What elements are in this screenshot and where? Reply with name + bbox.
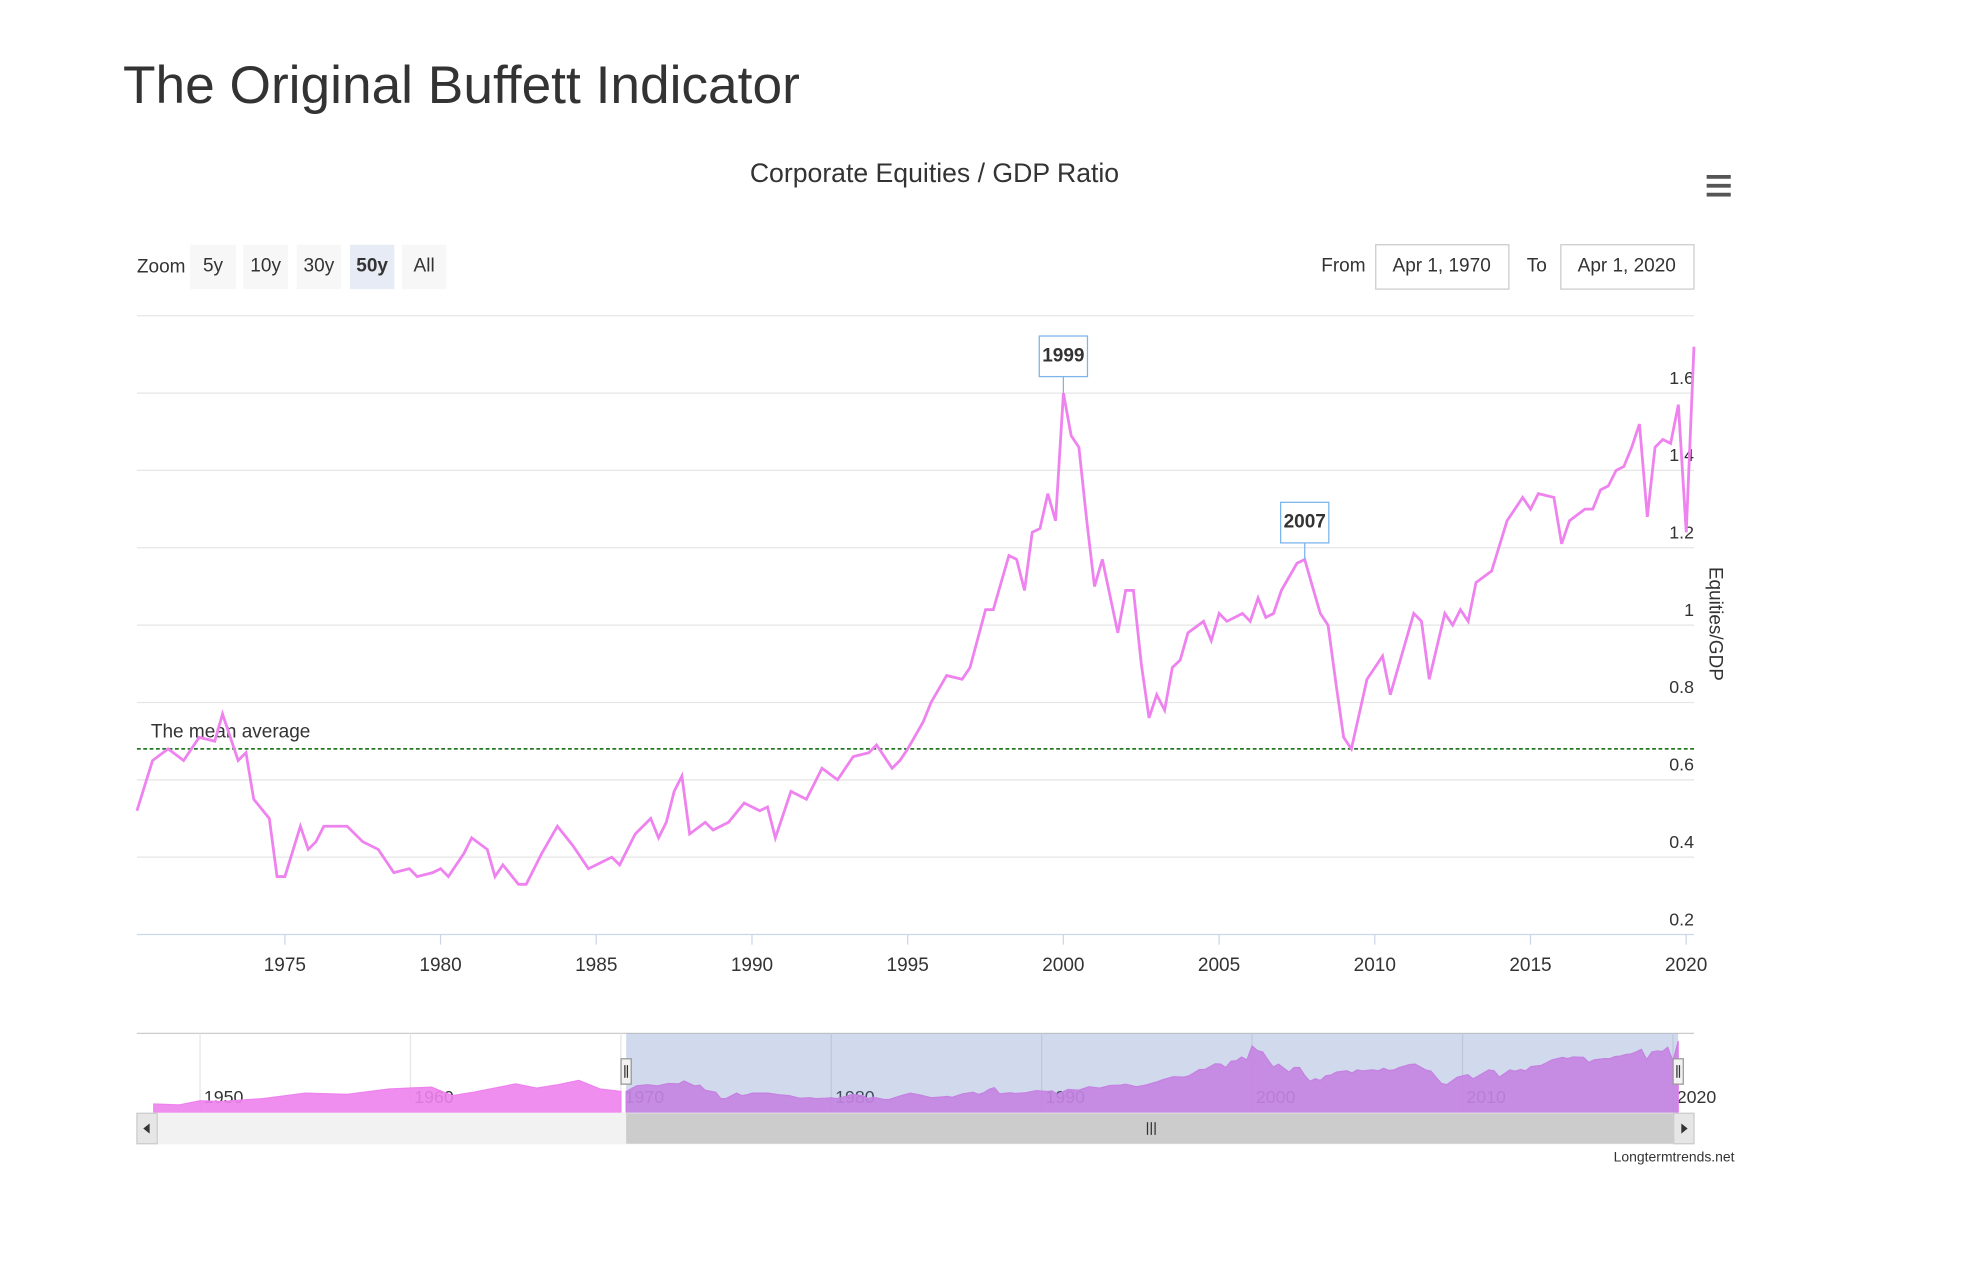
scroll-right-arrow <box>1681 1123 1688 1134</box>
annotation-label: 2007 <box>1284 512 1326 533</box>
zoom-button-label[interactable]: 30y <box>304 255 335 276</box>
annotation-box <box>1038 335 1089 378</box>
zoom-button[interactable] <box>401 244 447 290</box>
annotation-label: 1999 <box>1042 345 1084 366</box>
menu-icon[interactable] <box>1706 174 1731 197</box>
y-tick-label: 0.2 <box>1669 909 1694 929</box>
y-tick-label: 1.6 <box>1669 368 1694 388</box>
y-tick-label: 0.6 <box>1669 755 1694 775</box>
zoom-button-label[interactable]: 50y <box>356 255 388 276</box>
x-tick-label: 1985 <box>575 955 617 976</box>
navigator-handle[interactable] <box>620 1058 632 1085</box>
zoom-button[interactable] <box>349 244 395 290</box>
y-tick-label: 1 <box>1684 600 1694 620</box>
scroll-left-arrow <box>143 1123 150 1134</box>
navigator-area-early <box>153 1079 622 1114</box>
menu-bar[interactable] <box>1706 192 1731 197</box>
y-tick-label: 0.4 <box>1669 832 1694 852</box>
menu-bar[interactable] <box>1706 174 1731 179</box>
zoom-button-label[interactable]: 10y <box>250 255 281 276</box>
zoom-button[interactable] <box>243 244 288 290</box>
x-tick-label: 1975 <box>264 955 306 976</box>
mean-line-label: The mean average <box>151 721 310 742</box>
zoom-button[interactable] <box>190 244 236 290</box>
data-line <box>135 346 1696 886</box>
x-tick-label: 1980 <box>419 955 461 976</box>
annotation-box <box>1279 501 1330 544</box>
x-tick-label: 2015 <box>1509 955 1551 976</box>
from-input[interactable] <box>1375 244 1510 290</box>
navigator-tick-label: 2020 <box>1677 1087 1717 1107</box>
x-tick-label: 2000 <box>1042 955 1084 976</box>
y-axis-title: Equities/GDP <box>1704 567 1725 681</box>
page-title: The Original Buffett Indicator <box>123 56 800 115</box>
from-label: From <box>1321 255 1365 276</box>
credit[interactable]: Longtermtrends.net <box>1614 1148 1735 1164</box>
zoom-button-label[interactable]: All <box>414 255 435 276</box>
from-value[interactable]: Apr 1, 1970 <box>1393 255 1491 276</box>
x-tick-label: 2020 <box>1665 955 1707 976</box>
x-tick-label: 2005 <box>1198 955 1240 976</box>
navigator-selection <box>626 1033 1679 1114</box>
y-tick-label: 1.2 <box>1669 523 1694 543</box>
to-value[interactable]: Apr 1, 2020 <box>1578 255 1676 276</box>
zoom-label: Zoom <box>137 257 186 278</box>
to-input[interactable] <box>1560 244 1695 290</box>
x-tick-label: 2010 <box>1354 955 1396 976</box>
y-tick-label: 0.8 <box>1669 677 1694 697</box>
menu-bar[interactable] <box>1706 183 1731 188</box>
scrollbar-thumb[interactable] <box>626 1113 1679 1144</box>
to-label: To <box>1527 255 1547 276</box>
navigator-handle[interactable] <box>1672 1058 1684 1085</box>
x-tick-label: 1990 <box>731 955 773 976</box>
x-tick-label: 1995 <box>887 955 929 976</box>
chart-title: Corporate Equities / GDP Ratio <box>750 158 1119 188</box>
zoom-button-label[interactable]: 5y <box>203 255 224 276</box>
zoom-button[interactable] <box>296 244 342 290</box>
navigator-area <box>625 1040 1679 1114</box>
